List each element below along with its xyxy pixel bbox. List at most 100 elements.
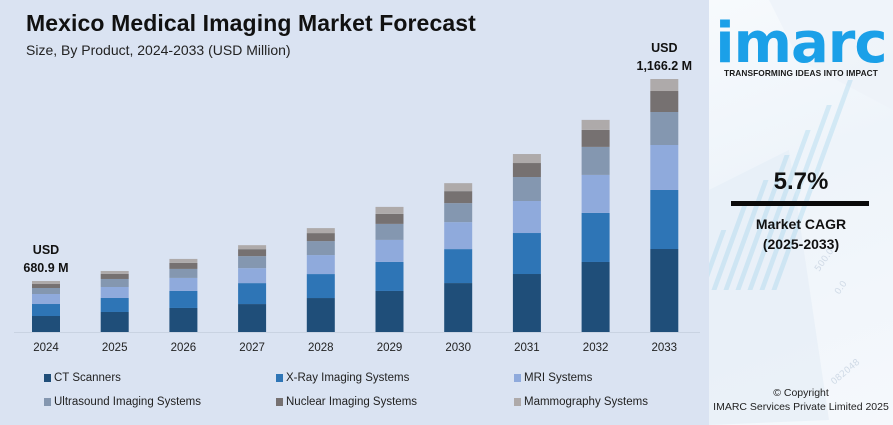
bar-segment-mri-systems-2024 [32, 294, 60, 305]
bar-segment-x-ray-imaging-systems-2025 [100, 297, 129, 312]
legend-swatch [44, 374, 51, 382]
bar-segment-mammography-systems-2032 [581, 119, 610, 130]
x-tick-label: 2026 [171, 342, 197, 354]
bar-segment-ultrasound-imaging-systems-2026 [169, 268, 198, 278]
bar-segment-mri-systems-2031 [512, 201, 541, 234]
bar-segment-ct-scanners-2033 [650, 249, 679, 332]
bar-stack-2031 [512, 154, 541, 332]
bar-segment-nuclear-imaging-systems-2026 [169, 262, 198, 269]
x-tick-label: 2024 [33, 342, 59, 354]
legend-label: MRI Systems [524, 372, 593, 384]
cagr-value: 5.7% [773, 168, 829, 195]
data-label-currency: USD [651, 41, 677, 55]
legend-label: Mammography Systems [524, 396, 648, 408]
bar-segment-ct-scanners-2027 [238, 304, 267, 332]
bar-segment-mammography-systems-2027 [238, 245, 267, 250]
cagr-label-title: Market CAGR [755, 216, 847, 232]
svg-text:082048: 082048 [830, 357, 863, 387]
x-tick-label: 2028 [308, 342, 334, 354]
bar-segment-mammography-systems-2030 [444, 183, 473, 192]
bar-segment-ultrasound-imaging-systems-2033 [650, 112, 679, 146]
bar-stack-2024 [32, 281, 60, 332]
bar-segment-ultrasound-imaging-systems-2031 [512, 177, 541, 202]
bar-segment-x-ray-imaging-systems-2026 [169, 290, 198, 308]
bar-segment-mri-systems-2025 [100, 286, 129, 298]
bar-stack-2033 [650, 79, 679, 332]
imarc-logo: imarc [715, 11, 887, 76]
bar-segment-mammography-systems-2031 [512, 154, 541, 164]
bar-segment-x-ray-imaging-systems-2033 [650, 190, 679, 250]
bar-segment-ct-scanners-2024 [32, 316, 60, 332]
cagr-label-period: (2025-2033) [762, 236, 840, 252]
bar-segment-mammography-systems-2024 [32, 281, 60, 285]
bar-segment-mammography-systems-2033 [650, 79, 679, 92]
legend-swatch [514, 398, 521, 406]
bar-segment-x-ray-imaging-systems-2030 [444, 249, 473, 284]
legend-label: Ultrasound Imaging Systems [54, 396, 202, 408]
info-sidebar: 500.0 0.0 082048 imarc TRANSFORMING IDEA… [709, 0, 893, 425]
bar-segment-x-ray-imaging-systems-2031 [512, 233, 541, 275]
data-label-total: 1,166.2 M [637, 59, 693, 73]
bar-segment-x-ray-imaging-systems-2032 [581, 212, 610, 262]
bar-segment-nuclear-imaging-systems-2024 [32, 284, 60, 289]
bar-segment-x-ray-imaging-systems-2029 [375, 261, 404, 291]
chart-title: Mexico Medical Imaging Market Forecast [26, 10, 476, 36]
legend-label: Nuclear Imaging Systems [286, 396, 418, 408]
bar-segment-ct-scanners-2032 [581, 261, 610, 332]
bar-segment-mri-systems-2029 [375, 239, 404, 262]
bar-segment-mri-systems-2027 [238, 268, 267, 284]
bar-stack-2032 [581, 119, 610, 332]
bar-segment-ultrasound-imaging-systems-2024 [32, 288, 60, 295]
bar-segment-nuclear-imaging-systems-2032 [581, 129, 610, 147]
chart-legend: CT Scanners X-Ray Imaging Systems MRI Syst… [0, 368, 709, 418]
chart-subtitle: Size, By Product, 2024-2033 (USD Million… [26, 42, 291, 58]
bar-segment-mri-systems-2030 [444, 222, 473, 250]
bar-segment-ultrasound-imaging-systems-2029 [375, 223, 404, 240]
bar-segment-mri-systems-2028 [306, 255, 335, 275]
legend-item-mri-systems: MRI Systems [514, 372, 592, 384]
bar-segment-ct-scanners-2026 [169, 307, 198, 332]
chart-panel: Mexico Medical Imaging Market Forecast S… [0, 10, 709, 418]
legend-swatch [276, 374, 283, 382]
bar-segment-nuclear-imaging-systems-2030 [444, 191, 473, 204]
bar-segment-ct-scanners-2030 [444, 283, 473, 332]
bar-segment-mammography-systems-2025 [100, 270, 129, 274]
bar-segment-ultrasound-imaging-systems-2030 [444, 203, 473, 223]
bar-segment-mri-systems-2026 [169, 277, 198, 291]
svg-text:0.0: 0.0 [833, 279, 850, 297]
cagr-label: Market CAGR (2025-2033) [709, 214, 893, 254]
legend-label: X-Ray Imaging Systems [286, 372, 410, 384]
legend-label: CT Scanners [54, 372, 121, 384]
bar-stack-2026 [169, 258, 198, 332]
bar-segment-mri-systems-2033 [650, 145, 679, 190]
bar-segment-x-ray-imaging-systems-2028 [306, 274, 335, 299]
bar-stack-2030 [444, 183, 473, 332]
bar-segment-ct-scanners-2028 [306, 298, 335, 332]
x-tick-label: 2030 [445, 342, 471, 354]
bar-segment-nuclear-imaging-systems-2029 [375, 213, 404, 224]
bar-stack-2029 [375, 206, 404, 332]
cagr-divider [731, 201, 869, 206]
x-tick-label: 2031 [514, 342, 540, 354]
bar-segment-nuclear-imaging-systems-2028 [306, 233, 335, 242]
x-tick-label: 2027 [239, 342, 265, 354]
bar-segment-ct-scanners-2025 [100, 312, 129, 332]
legend-item-ultrasound-imaging-systems: Ultrasound Imaging Systems [44, 396, 201, 408]
bar-segment-ultrasound-imaging-systems-2028 [306, 241, 335, 256]
legend-swatch [44, 398, 51, 406]
bar-segment-x-ray-imaging-systems-2024 [32, 304, 60, 317]
bar-stack-2028 [306, 228, 335, 332]
bar-segment-x-ray-imaging-systems-2027 [238, 283, 267, 305]
copyright-symbol-line: © Copyright [773, 387, 829, 399]
bar-segment-nuclear-imaging-systems-2033 [650, 91, 679, 113]
copyright-owner-line: IMARC Services Private Limited 2025 [713, 401, 889, 413]
data-label-total: 680.9 M [23, 261, 68, 275]
x-tick-label: 2033 [652, 342, 678, 354]
bar-stack-2027 [238, 245, 267, 332]
bar-segment-ct-scanners-2031 [512, 274, 541, 332]
x-tick-label: 2025 [102, 342, 128, 354]
bar-segment-nuclear-imaging-systems-2027 [238, 249, 267, 257]
bar-segment-ct-scanners-2029 [375, 290, 404, 332]
x-tick-label: 2032 [583, 342, 609, 354]
bar-segment-ultrasound-imaging-systems-2032 [581, 146, 610, 175]
